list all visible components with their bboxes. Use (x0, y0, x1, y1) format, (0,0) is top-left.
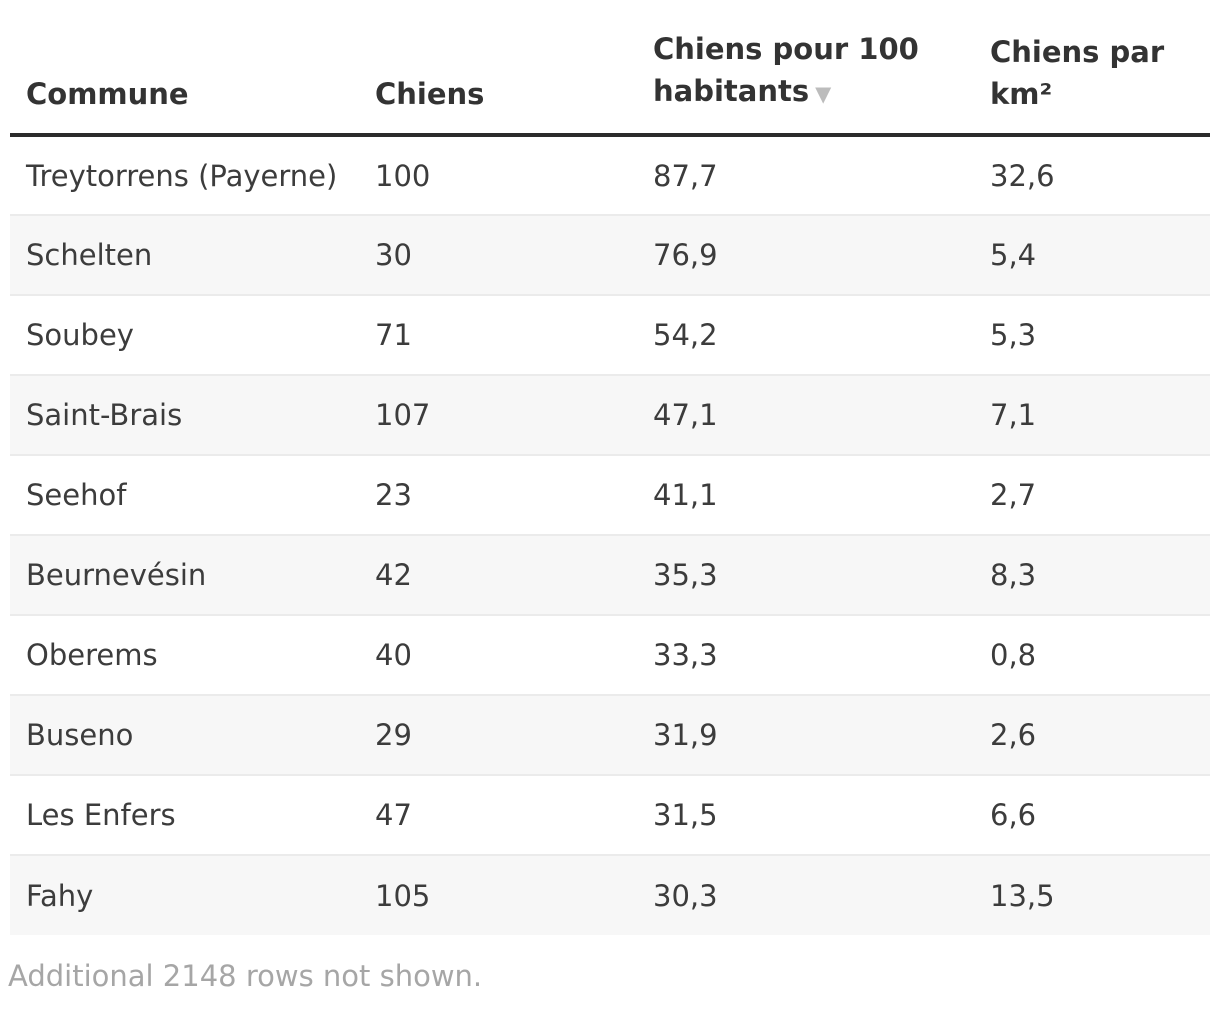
table-row: Beurnevésin 42 35,3 8,3 (10, 535, 1210, 615)
cell-perkm2: 2,6 (990, 718, 1037, 752)
cell-perkm2: 2,7 (990, 478, 1037, 512)
column-header-chiens[interactable]: Chiens (359, 28, 637, 137)
cell-chiens: 47 (375, 798, 412, 832)
cell-perkm2: 0,8 (990, 638, 1037, 672)
cell-commune: Les Enfers (26, 798, 176, 832)
cell-chiens: 40 (375, 638, 412, 672)
column-header-label: Commune (26, 77, 189, 111)
rows-not-shown-note: Additional 2148 rows not shown. (8, 959, 483, 993)
cell-commune: Fahy (26, 878, 94, 913)
table-body: Treytorrens (Payerne) 100 87,7 32,6 Sche… (10, 135, 1210, 935)
page: Commune Chiens Chiens pour 100 habitants… (8, 28, 1210, 993)
table-row: Seehof 23 41,1 2,7 (10, 455, 1210, 535)
cell-commune: Buseno (26, 718, 134, 752)
cell-perkm2: 8,3 (990, 558, 1037, 592)
cell-commune: Beurnevésin (26, 558, 207, 592)
cell-perkm2: 6,6 (990, 798, 1037, 832)
cell-chiens: 29 (375, 718, 412, 752)
cell-perkm2: 13,5 (990, 878, 1055, 913)
table-header: Commune Chiens Chiens pour 100 habitants… (10, 28, 1210, 137)
cell-chiens: 107 (375, 398, 431, 432)
cell-per100: 33,3 (653, 638, 718, 672)
column-header-label: Chiens (375, 77, 485, 111)
cell-perkm2: 5,3 (990, 318, 1037, 352)
column-header-commune[interactable]: Commune (10, 28, 359, 137)
cell-commune: Treytorrens (Payerne) (26, 158, 338, 193)
table-row: Soubey 71 54,2 5,3 (10, 295, 1210, 375)
table-row: Les Enfers 47 31,5 6,6 (10, 775, 1210, 855)
cell-commune: Seehof (26, 478, 127, 512)
cell-commune: Saint-Brais (26, 398, 183, 432)
dogs-table: Commune Chiens Chiens pour 100 habitants… (10, 28, 1210, 935)
cell-per100: 54,2 (653, 318, 718, 352)
cell-per100: 41,1 (653, 478, 718, 512)
table-row: Fahy 105 30,3 13,5 (10, 855, 1210, 935)
column-header-chiens-par-km2[interactable]: Chiens par km² (974, 28, 1210, 137)
cell-per100: 76,9 (653, 238, 718, 272)
column-header-chiens-pour-100-habitants[interactable]: Chiens pour 100 habitants ▼ (637, 28, 974, 137)
table-row: Saint-Brais 107 47,1 7,1 (10, 375, 1210, 455)
cell-per100: 47,1 (653, 398, 718, 432)
cell-chiens: 42 (375, 558, 412, 592)
cell-chiens: 100 (375, 158, 431, 193)
cell-perkm2: 5,4 (990, 238, 1037, 272)
cell-chiens: 30 (375, 238, 412, 272)
cell-perkm2: 7,1 (990, 398, 1037, 432)
column-header-label: Chiens pour 100 habitants (653, 32, 919, 108)
table-row: Buseno 29 31,9 2,6 (10, 695, 1210, 775)
table-row: Treytorrens (Payerne) 100 87,7 32,6 (10, 135, 1210, 215)
cell-perkm2: 32,6 (990, 158, 1055, 193)
table-row: Oberems 40 33,3 0,8 (10, 615, 1210, 695)
cell-per100: 87,7 (653, 158, 718, 193)
cell-chiens: 23 (375, 478, 412, 512)
cell-per100: 31,5 (653, 798, 718, 832)
cell-chiens: 71 (375, 318, 412, 352)
cell-per100: 31,9 (653, 718, 718, 752)
table-row: Schelten 30 76,9 5,4 (10, 215, 1210, 295)
cell-per100: 30,3 (653, 878, 718, 913)
cell-per100: 35,3 (653, 558, 718, 592)
header-row: Commune Chiens Chiens pour 100 habitants… (10, 28, 1210, 137)
cell-commune: Schelten (26, 238, 153, 272)
cell-commune: Oberems (26, 638, 158, 672)
sort-desc-icon: ▼ (815, 82, 832, 106)
column-header-label: Chiens par km² (990, 35, 1165, 111)
cell-commune: Soubey (26, 318, 134, 352)
cell-chiens: 105 (375, 878, 431, 913)
